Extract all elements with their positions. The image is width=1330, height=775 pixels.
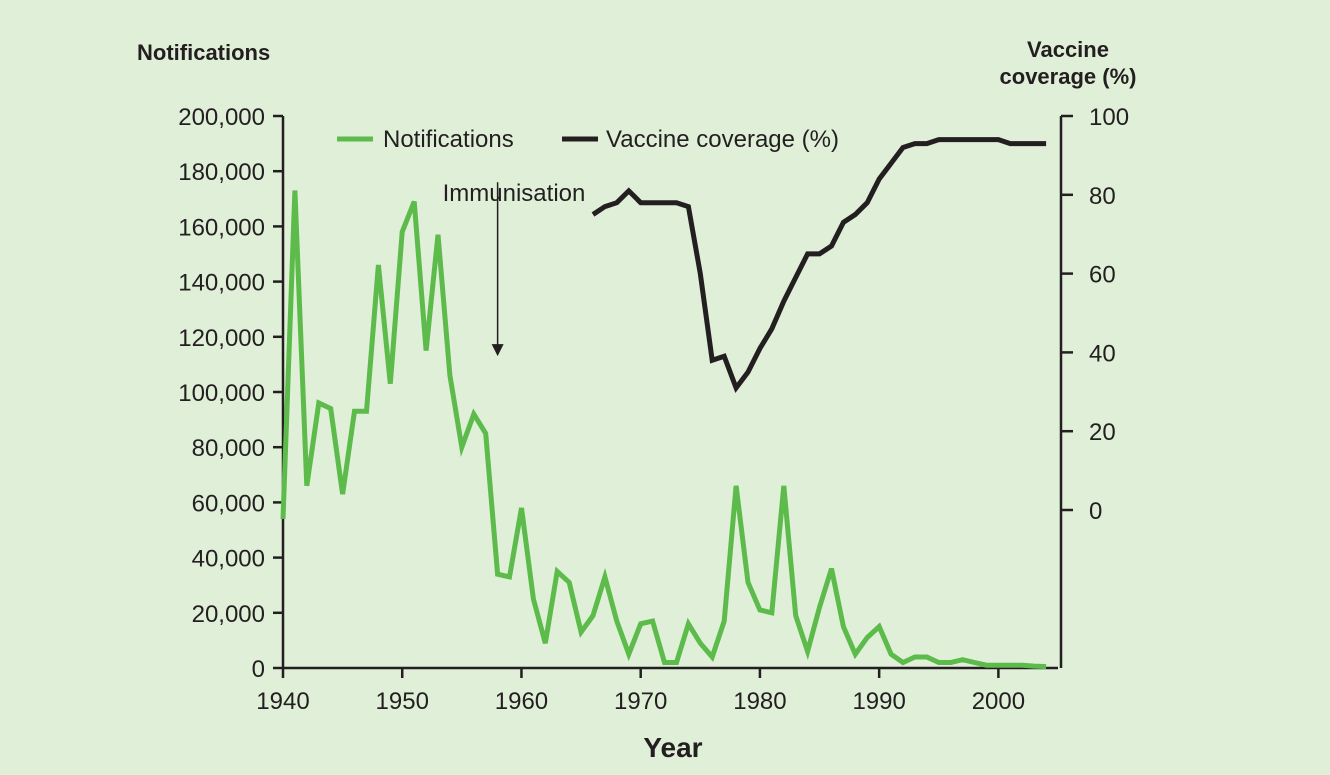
x-axis-title: Year	[643, 732, 702, 763]
y-left-tick-label: 20,000	[192, 601, 265, 628]
y-left-tick-label: 40,000	[192, 546, 265, 573]
y-right-tick-label: 20	[1089, 419, 1116, 446]
x-tick-label: 1990	[852, 688, 905, 715]
axes	[273, 114, 1073, 678]
y-left-tick-label: 180,000	[178, 159, 265, 186]
x-tick-label: 2000	[972, 688, 1025, 715]
y-right-tick-label: 80	[1089, 183, 1116, 210]
y-left-tick-label: 200,000	[178, 104, 265, 131]
y-right-tick-label: 100	[1089, 104, 1129, 131]
x-tick-label: 1940	[256, 688, 309, 715]
y-left-tick-label: 140,000	[178, 270, 265, 297]
y-left-axis-title: Notifications	[137, 40, 270, 65]
y-left-tick-label: 0	[252, 656, 265, 683]
x-tick-label: 1970	[614, 688, 667, 715]
immunisation-label: Immunisation	[443, 180, 586, 207]
x-tick-label: 1950	[376, 688, 429, 715]
y-right-axis-title-line1: Vaccine	[1027, 37, 1109, 62]
legend-label-vaccine-coverage: Vaccine coverage (%)	[606, 126, 839, 153]
x-tick-label: 1960	[495, 688, 548, 715]
y-right-axis-title-line2: coverage (%)	[1000, 64, 1137, 89]
y-left-tick-label: 120,000	[178, 325, 265, 352]
y-left-tick-label: 160,000	[178, 214, 265, 241]
notifications-line	[280, 190, 1047, 670]
y-right-tick-label: 60	[1089, 262, 1116, 289]
legend-label-notifications: Notifications	[383, 126, 514, 153]
immunisation-annotation: Immunisation	[443, 180, 586, 357]
y-right-tick-label: 40	[1089, 340, 1116, 367]
y-left-tick-label: 80,000	[192, 435, 265, 462]
y-left-tick-label: 100,000	[178, 380, 265, 407]
tick-labels: 0 20,000 40,000 60,000 80,000 100,000 120,000 1…	[178, 104, 1129, 715]
y-right-tick-label: 0	[1089, 498, 1102, 525]
legend: Notifications Vaccine coverage (%)	[337, 126, 839, 153]
y-left-tick-label: 60,000	[192, 490, 265, 517]
immunisation-arrow-head	[491, 344, 504, 357]
vaccine-coverage-line	[591, 137, 1047, 394]
x-tick-label: 1980	[733, 688, 786, 715]
series-lines	[280, 137, 1047, 670]
